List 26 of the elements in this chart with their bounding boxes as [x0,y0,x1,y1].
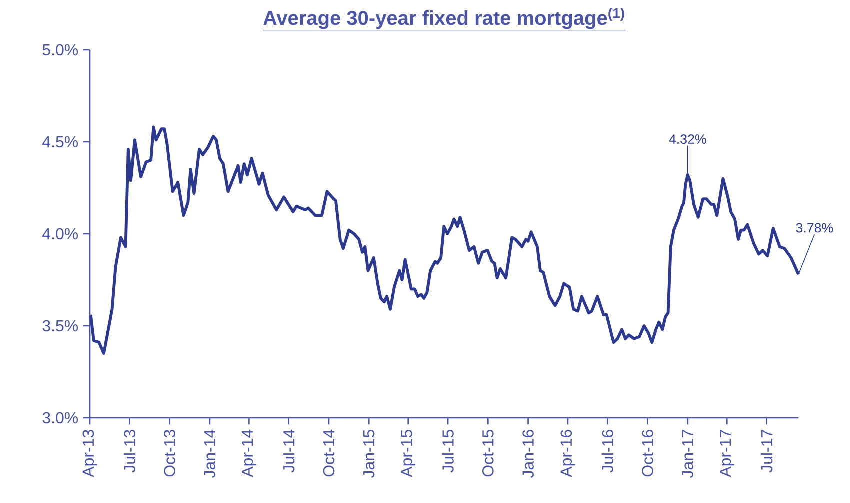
y-tick-label: 3.0% [42,412,78,424]
y-tick-label: 4.0% [42,228,78,240]
x-tick-label: Apr-13 [82,430,98,478]
annotation: 4.32% [669,134,706,144]
x-tick-label: Oct-15 [482,430,494,477]
x-tick-label: Jan-16 [522,430,534,478]
x-tick-label: Oct-16 [642,430,654,477]
x-tick-label: Apr-14 [242,430,256,478]
x-tick-label: Jul-15 [442,430,454,473]
y-tick-label: 4.5% [42,136,78,148]
x-tick-label: Oct-14 [323,430,335,477]
x-tick-label: Jul-13 [124,430,136,473]
x-tick-label: Oct-13 [164,430,176,477]
x-tick-label: Apr-17 [720,430,734,478]
y-tick-label: 5.0% [42,44,78,56]
x-tick-label: Apr-15 [401,430,416,478]
y-tick-label: 3.5% [42,320,78,332]
x-tick-label: Jan-17 [682,430,694,478]
x-tick-label: Jan-14 [204,430,216,478]
chart-title: Average 30-year fixed rate mortgage$^{(1)}$ [263,8,624,30]
x-tick-label: Jul-16 [602,430,614,473]
x-tick-label: Jul-14 [283,430,295,473]
x-tick-label: Apr-16 [560,430,576,478]
x-tick-label: Jan-15 [364,430,375,478]
x-tick-label: Jul-17 [760,430,773,473]
annotation: 3.78% [796,223,834,233]
